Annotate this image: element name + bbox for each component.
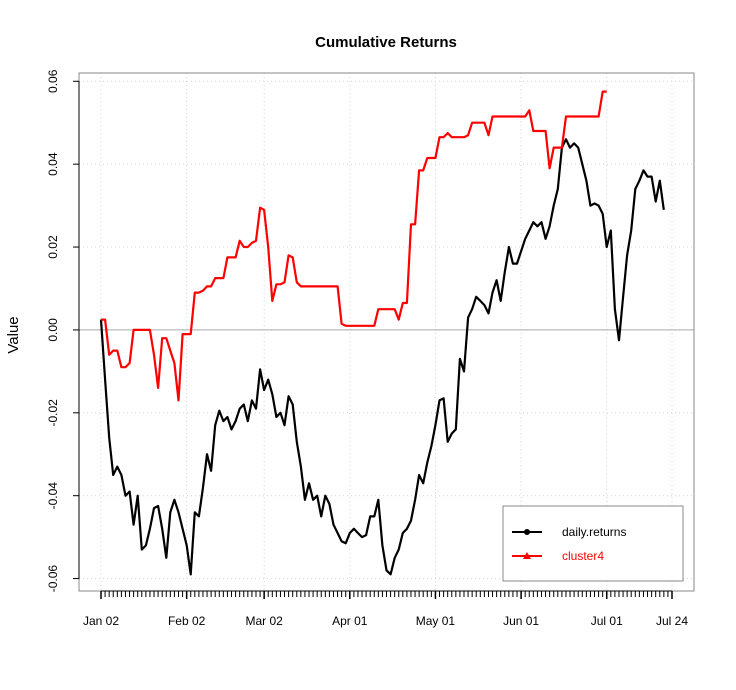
y-axis-label: Value xyxy=(5,316,22,353)
x-tick-label: Apr 01 xyxy=(332,614,368,628)
x-tick-label: Jan 02 xyxy=(83,614,119,628)
y-tick-label: -0.04 xyxy=(46,482,60,510)
series-line-cluster4 xyxy=(101,90,607,402)
x-tick-label: Feb 02 xyxy=(168,614,206,628)
series-line-daily-returns xyxy=(99,138,665,576)
x-tick-label: May 01 xyxy=(416,614,456,628)
y-tick-label: -0.06 xyxy=(46,565,60,593)
legend-label-cluster4: cluster4 xyxy=(562,549,604,563)
x-tick-label: Jul 01 xyxy=(591,614,623,628)
y-tick-label: -0.02 xyxy=(46,399,60,427)
y-tick-label: 0.06 xyxy=(46,69,60,93)
legend-label-daily-returns: daily.returns xyxy=(562,525,626,539)
x-tick-label: Jul 24 xyxy=(656,614,688,628)
legend-box xyxy=(502,505,684,582)
y-tick-label: 0.02 xyxy=(46,235,60,259)
x-tick-label: Jun 01 xyxy=(503,614,539,628)
x-tick-label: Mar 02 xyxy=(245,614,283,628)
x-axis: Jan 02 Feb 02 Mar 02 Apr 01 May 01 Jun 01 Jul … xyxy=(83,590,688,628)
legend-marker-daily-returns xyxy=(524,529,530,535)
chart-title: Cumulative Returns xyxy=(315,34,457,51)
legend: daily.returns cluster4 xyxy=(502,505,684,582)
series-layer xyxy=(99,90,665,576)
y-axis: -0.06 -0.04 -0.02 0.00 0.02 0.04 0.06 xyxy=(46,69,80,593)
y-tick-label: 0.00 xyxy=(46,318,60,342)
y-tick-label: 0.04 xyxy=(46,152,60,176)
legend-marker-cluster4 xyxy=(523,552,531,559)
